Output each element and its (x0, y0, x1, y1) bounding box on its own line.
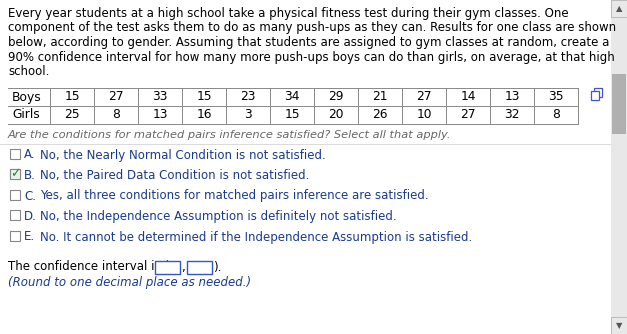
Text: Every year students at a high school take a physical fitness test during their g: Every year students at a high school tak… (8, 7, 569, 20)
Text: 13: 13 (152, 109, 168, 122)
Text: Boys: Boys (12, 91, 42, 104)
Bar (611, 0, 627, 334)
Bar (10, 149, 20, 159)
Text: 15: 15 (64, 91, 80, 104)
Bar (10, 169, 20, 179)
Text: 23: 23 (240, 91, 256, 104)
Text: D.: D. (24, 210, 37, 223)
Text: No. It cannot be determined if the Independence Assumption is satisfied.: No. It cannot be determined if the Indep… (40, 230, 472, 243)
Text: No, the Paired Data Condition is not satisfied.: No, the Paired Data Condition is not sat… (40, 169, 309, 182)
Text: 27: 27 (108, 91, 124, 104)
Bar (155, 261, 180, 274)
Text: 8: 8 (112, 109, 120, 122)
Text: C.: C. (24, 189, 36, 202)
Text: A.: A. (24, 149, 36, 162)
Bar (10, 210, 20, 220)
Text: 33: 33 (152, 91, 168, 104)
Text: 14: 14 (460, 91, 476, 104)
Text: 10: 10 (416, 109, 432, 122)
Text: Girls: Girls (12, 109, 40, 122)
Text: 27: 27 (416, 91, 432, 104)
Text: 34: 34 (284, 91, 300, 104)
Text: ✓: ✓ (10, 167, 20, 180)
Text: ,: , (181, 261, 185, 274)
Bar (611, 0, 627, 17)
Text: 21: 21 (372, 91, 387, 104)
Bar (611, 317, 627, 334)
Text: 32: 32 (504, 109, 520, 122)
Text: E.: E. (24, 230, 35, 243)
Text: Are the conditions for matched pairs inference satisfied? Select all that apply.: Are the conditions for matched pairs inf… (8, 130, 451, 140)
Text: school.: school. (8, 65, 50, 78)
Bar (10, 189, 20, 199)
Text: No, the Independence Assumption is definitely not satisfied.: No, the Independence Assumption is defin… (40, 210, 397, 223)
Bar (591, 91, 599, 100)
Text: 35: 35 (548, 91, 564, 104)
Text: ).: ). (213, 261, 221, 274)
Text: ▼: ▼ (616, 321, 622, 330)
Text: component of the test asks them to do as many push-ups as they can. Results for : component of the test asks them to do as… (8, 21, 616, 34)
Text: 29: 29 (329, 91, 344, 104)
Text: 15: 15 (196, 91, 212, 104)
Text: ▲: ▲ (616, 4, 622, 13)
Text: The confidence interval is (: The confidence interval is ( (8, 260, 169, 273)
Text: 90% confidence interval for how many more push-ups boys can do than girls, on av: 90% confidence interval for how many mor… (8, 50, 614, 63)
Text: (Round to one decimal place as needed.): (Round to one decimal place as needed.) (8, 276, 251, 289)
Text: 25: 25 (64, 109, 80, 122)
Text: Yes, all three conditions for matched pairs inference are satisfied.: Yes, all three conditions for matched pa… (40, 189, 429, 202)
Text: B.: B. (24, 169, 36, 182)
Bar (10, 230, 20, 240)
Bar (187, 261, 212, 274)
Text: 26: 26 (372, 109, 387, 122)
Text: 20: 20 (329, 109, 344, 122)
Text: 8: 8 (552, 109, 560, 122)
Text: 13: 13 (504, 91, 520, 104)
Text: 15: 15 (284, 109, 300, 122)
Bar (10, 169, 20, 179)
Text: No, the Nearly Normal Condition is not satisfied.: No, the Nearly Normal Condition is not s… (40, 149, 326, 162)
Text: 16: 16 (196, 109, 212, 122)
Bar (594, 88, 602, 97)
Text: 3: 3 (244, 109, 252, 122)
Text: 27: 27 (460, 109, 476, 122)
Text: below, according to gender. Assuming that students are assigned to gym classes a: below, according to gender. Assuming tha… (8, 36, 609, 49)
Bar (612, 74, 626, 134)
